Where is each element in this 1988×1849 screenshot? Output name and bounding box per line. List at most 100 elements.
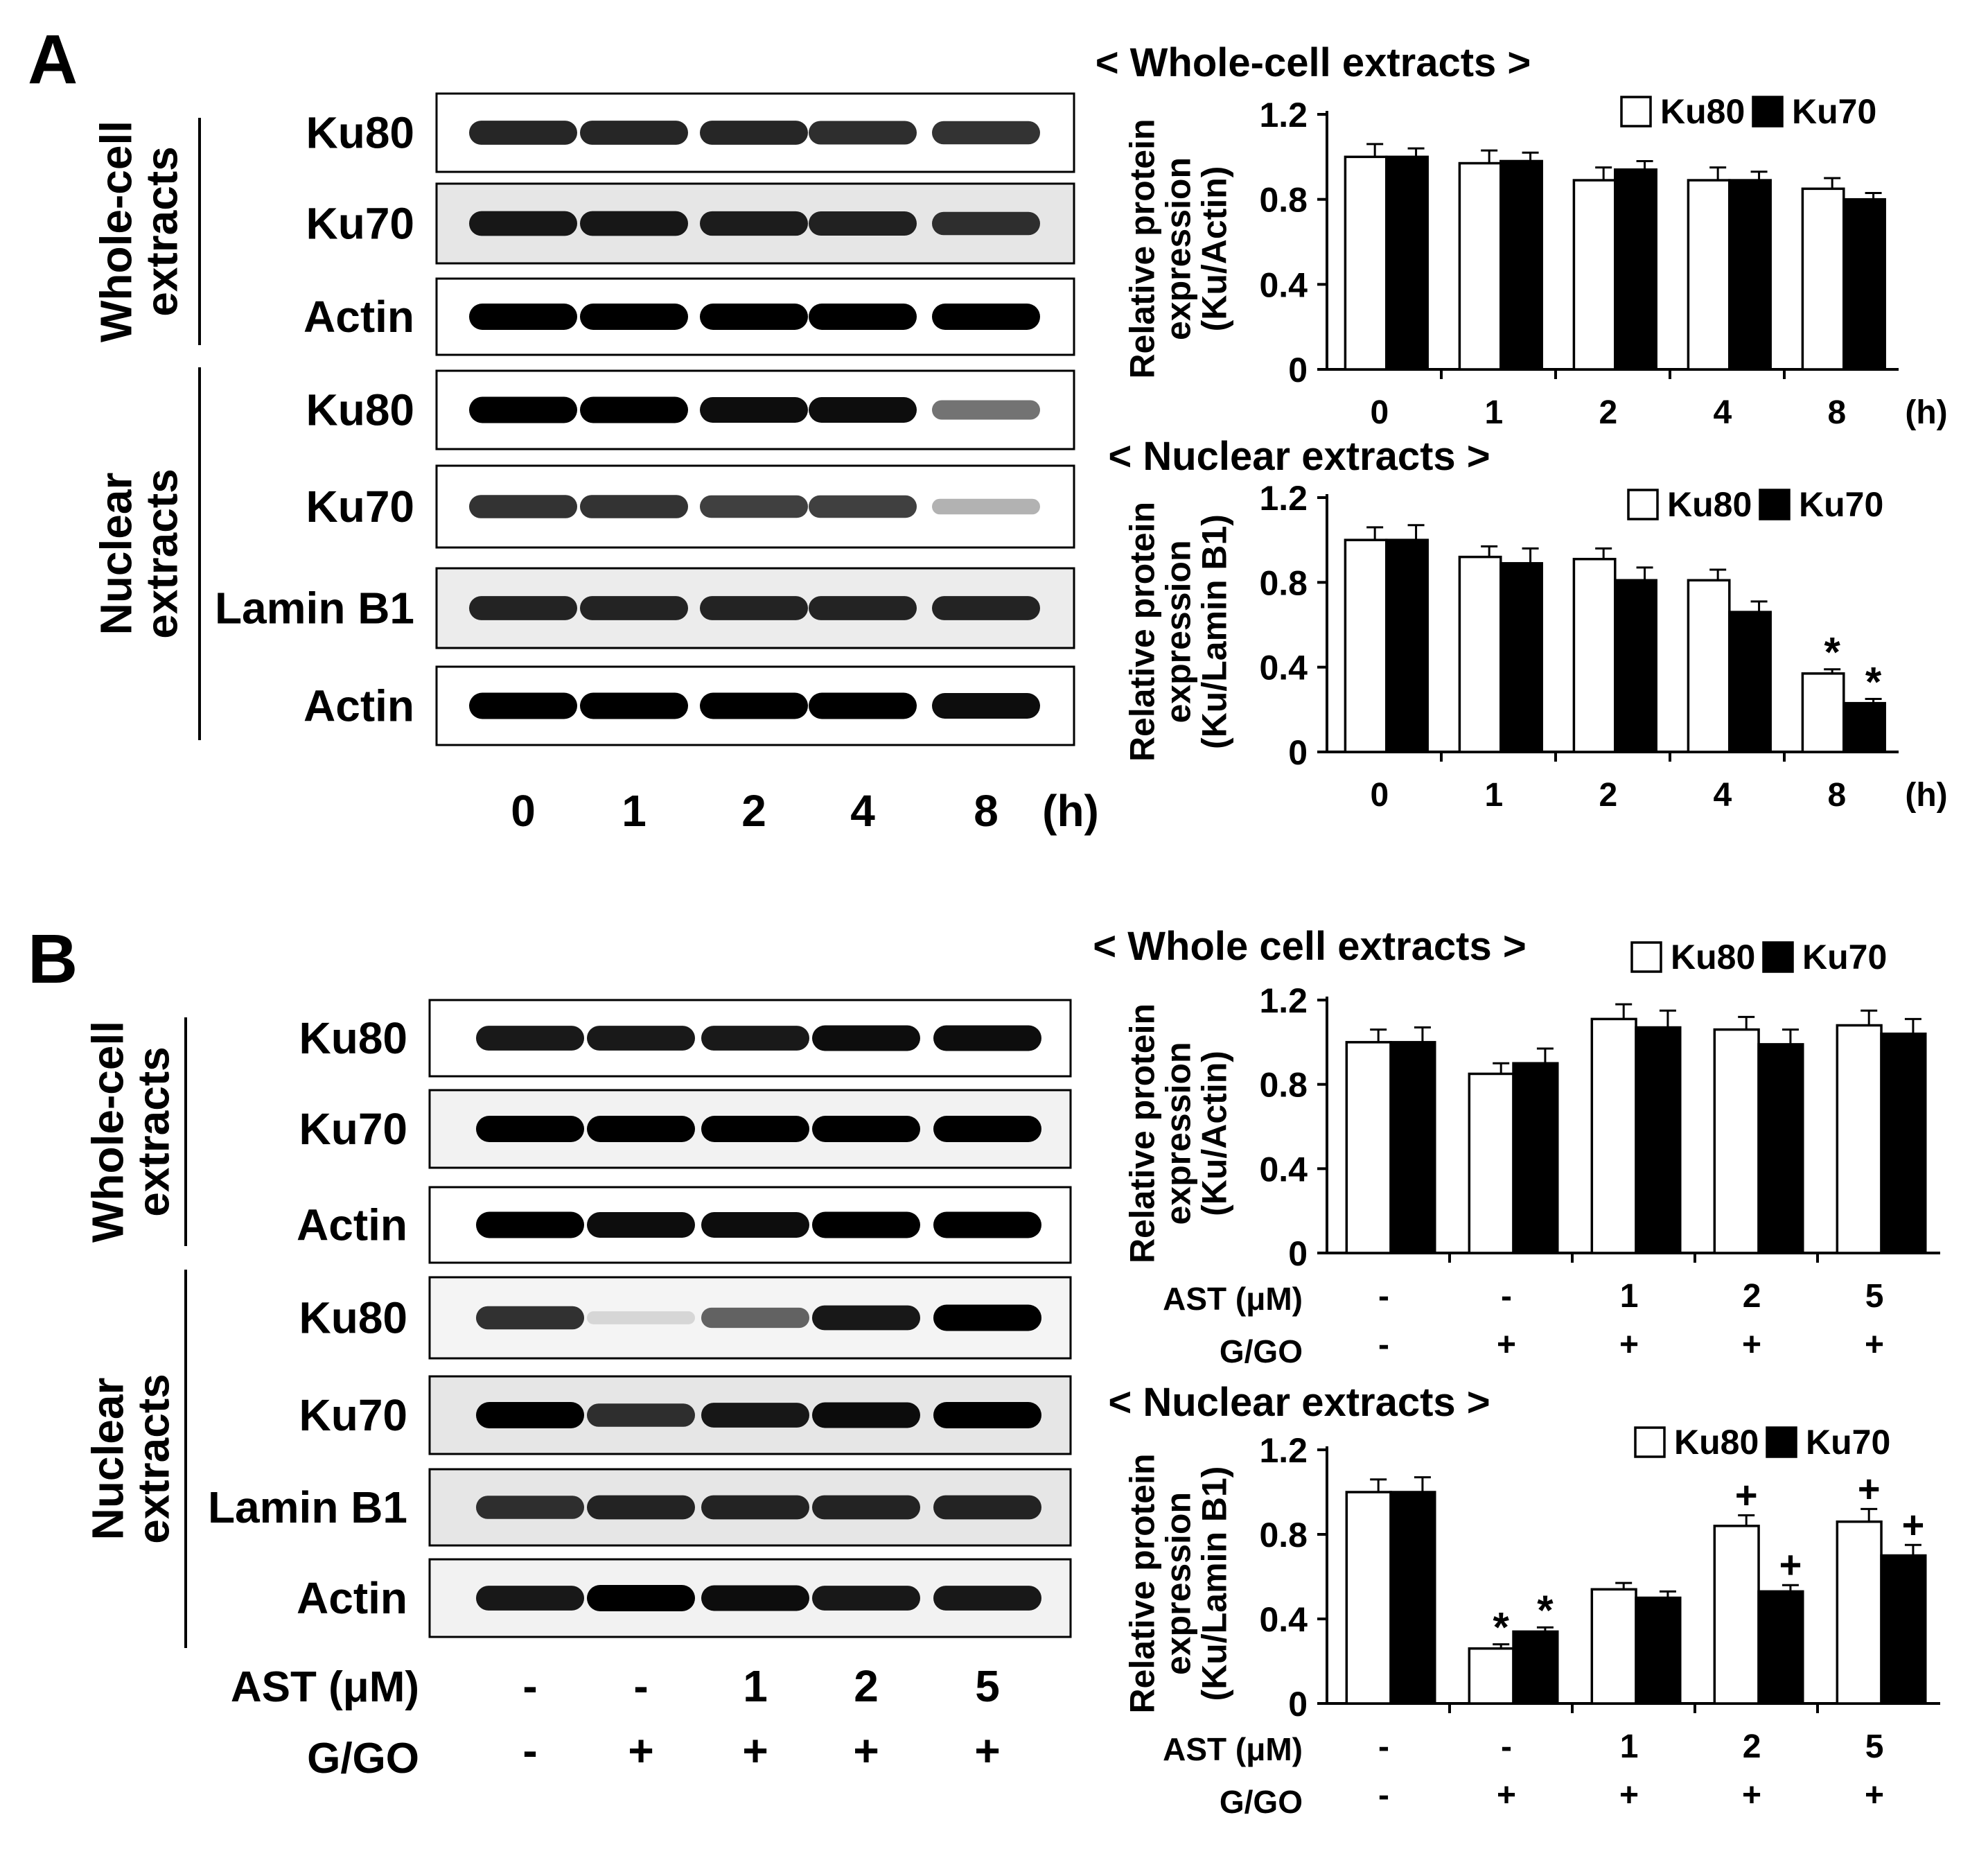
blot-row-label: Actin: [304, 292, 414, 342]
bar-ku70: [1389, 1041, 1436, 1254]
legend-swatch-ku80: [1634, 1426, 1666, 1458]
svg-text:Relative proteinexpression(Ku/: Relative proteinexpression(Ku/Lamin B1): [1123, 502, 1234, 762]
bar-ku80: [1801, 672, 1845, 753]
x-tick-label-ast: -: [1378, 1728, 1389, 1765]
blot-band: [933, 1586, 1041, 1611]
bar-ku80: [1344, 538, 1388, 753]
blot-band: [809, 397, 917, 423]
blot-unit-label: (h): [1042, 786, 1099, 836]
blot-band: [812, 1211, 920, 1238]
bar-ku80: [1836, 1520, 1883, 1705]
legend-swatch-ku80: [1620, 96, 1652, 128]
y-axis-label: Relative proteinexpression(Ku/Actin): [1123, 119, 1234, 378]
x-tick-label: 4: [1713, 394, 1732, 431]
blot-band: [700, 211, 808, 236]
svg-text:Relative proteinexpression(Ku/: Relative proteinexpression(Ku/Lamin B1): [1123, 1453, 1234, 1713]
y-tick-label: 0: [1288, 351, 1308, 389]
x-tick-label: 2: [1599, 394, 1617, 431]
blot-band: [476, 1586, 584, 1611]
blot-cond-label-ggo: G/GO: [307, 1735, 419, 1782]
blot-band: [701, 1212, 809, 1238]
bar-ku70: [1512, 1062, 1559, 1254]
y-tick-label: 0.4: [1259, 265, 1308, 304]
legend-swatch-ku70: [1752, 96, 1784, 128]
blot-band: [469, 304, 577, 330]
bar-ku80: [1590, 1588, 1637, 1705]
bar-ku70: [1635, 1596, 1682, 1705]
x-tick-label-ggo: +: [1742, 1326, 1761, 1363]
bar-ku70: [1512, 1630, 1559, 1705]
y-tick-label: 1.2: [1259, 1431, 1308, 1470]
blot-band: [933, 1025, 1041, 1051]
bar-ku70: [1842, 701, 1886, 753]
bar-ku80: [1345, 1491, 1392, 1705]
significance-mark: *: [1537, 1587, 1554, 1633]
blot-band: [812, 1305, 920, 1331]
bar-ku70: [1757, 1590, 1804, 1705]
blot-band: [700, 692, 808, 719]
significance-mark: +: [1779, 1543, 1802, 1586]
blot-row-label: Ku80: [299, 1293, 408, 1343]
x-cond-label-ast: AST (μM): [1163, 1281, 1303, 1317]
blot-band: [587, 1495, 695, 1520]
x-cond-label-ggo: G/GO: [1220, 1784, 1303, 1820]
bar-ku70: [1728, 611, 1772, 753]
svg-text:Relative proteinexpression(Ku/: Relative proteinexpression(Ku/Actin): [1123, 1004, 1234, 1263]
x-tick-label-ast: 1: [1620, 1728, 1639, 1765]
significance-mark: +: [1902, 1502, 1925, 1546]
blot-band: [701, 1403, 809, 1428]
bar-chart-b-nuclear: < Nuclear extracts > Relative proteinexpr…: [1108, 1380, 1940, 1820]
y-tick-label: 1.2: [1259, 981, 1308, 1020]
blot-group-label: Whole-cellextracts: [82, 1021, 178, 1243]
blot-band: [469, 211, 577, 236]
y-tick-label: 1.2: [1259, 96, 1308, 134]
legend-label-ku80: Ku80: [1671, 938, 1755, 976]
chart-title: < Nuclear extracts >: [1108, 1380, 1490, 1425]
x-tick-label: 0: [1370, 777, 1389, 814]
blot-group-label: Whole-cellextracts: [91, 121, 186, 342]
x-cond-label-ggo: G/GO: [1220, 1333, 1303, 1369]
legend-label-ku80: Ku80: [1660, 92, 1745, 131]
blot-row: Actin: [304, 665, 1075, 746]
blot-band: [580, 596, 688, 620]
significance-mark: +: [1858, 1466, 1881, 1510]
y-tick-label: 0.8: [1259, 563, 1308, 602]
blot-row-label: Ku70: [299, 1390, 408, 1440]
blot-row: Ku70: [299, 1375, 1072, 1455]
blot-row-label: Actin: [304, 681, 414, 731]
blot-row-label: Ku70: [306, 199, 415, 249]
legend-swatch-ku80: [1630, 941, 1662, 973]
x-tick-label-ast: -: [1378, 1278, 1389, 1315]
bar-chart-a-whole: < Whole-cell extracts > Relative proteine…: [1096, 40, 1948, 431]
blot-cond-label-ast: AST (μM): [231, 1663, 419, 1711]
blot-row-label: Actin: [297, 1573, 407, 1623]
blot-band: [587, 1026, 695, 1051]
blot-band: [812, 1495, 920, 1520]
legend-label-ku80: Ku80: [1674, 1423, 1759, 1462]
blot-lane-ast: -: [633, 1661, 648, 1711]
x-tick-label-ggo: -: [1378, 1777, 1389, 1814]
blot-band: [812, 1586, 920, 1611]
blot-band: [469, 495, 577, 518]
bar-chart-b-whole: < Whole cell extracts > Relative proteine…: [1093, 924, 1940, 1369]
x-tick-label-ast: 5: [1865, 1728, 1884, 1765]
bar-ku70: [1614, 579, 1657, 753]
bar-ku70: [1389, 1491, 1436, 1705]
y-tick-label: 0: [1288, 1234, 1308, 1273]
blot-band: [812, 1025, 920, 1051]
bar-ku80: [1468, 1072, 1515, 1254]
blot-row: Ku80: [306, 92, 1075, 173]
svg-text:Nuclearextracts: Nuclearextracts: [82, 1374, 178, 1544]
x-cond-label-ast: AST (μM): [1163, 1731, 1303, 1767]
blot-band: [809, 495, 917, 518]
blot-lane-label: 1: [622, 786, 646, 836]
y-tick-label: 0.4: [1259, 649, 1308, 687]
blot-row-label: Ku80: [299, 1013, 408, 1063]
panel-letter-a: A: [28, 21, 78, 98]
x-tick-label-ast: -: [1501, 1728, 1512, 1765]
bar-ku80: [1572, 557, 1617, 753]
blot-band: [700, 495, 808, 518]
blot-band: [587, 1116, 695, 1142]
bar-ku70: [1614, 168, 1657, 371]
blot-lane-ast: -: [522, 1661, 537, 1711]
